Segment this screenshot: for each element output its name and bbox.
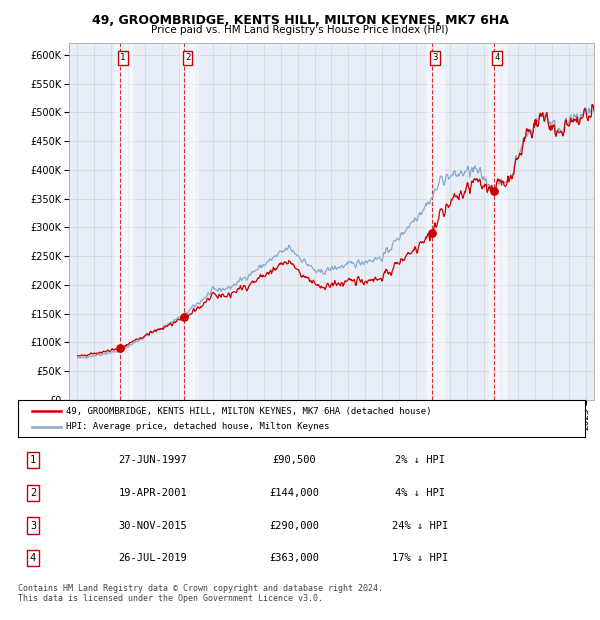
Text: Contains HM Land Registry data © Crown copyright and database right 2024.
This d: Contains HM Land Registry data © Crown c… <box>18 584 383 603</box>
Point <box>489 186 499 196</box>
Text: 3: 3 <box>432 53 437 62</box>
Text: 19-APR-2001: 19-APR-2001 <box>119 488 187 498</box>
Text: 4: 4 <box>494 53 500 62</box>
Text: 3: 3 <box>30 521 36 531</box>
Text: 30-NOV-2015: 30-NOV-2015 <box>119 521 187 531</box>
Text: 1: 1 <box>30 455 36 465</box>
Text: 2: 2 <box>30 488 36 498</box>
Text: £90,500: £90,500 <box>272 455 316 465</box>
Text: HPI: Average price, detached house, Milton Keynes: HPI: Average price, detached house, Milt… <box>66 422 329 431</box>
Point <box>427 228 436 238</box>
Text: Price paid vs. HM Land Registry's House Price Index (HPI): Price paid vs. HM Land Registry's House … <box>151 25 449 35</box>
Point <box>179 312 189 322</box>
Text: 2: 2 <box>185 53 190 62</box>
Bar <box>180 43 197 400</box>
Text: 27-JUN-1997: 27-JUN-1997 <box>119 455 187 465</box>
Point <box>115 343 124 353</box>
Text: 26-JUL-2019: 26-JUL-2019 <box>119 553 187 564</box>
Text: £144,000: £144,000 <box>269 488 319 498</box>
Text: £363,000: £363,000 <box>269 553 319 564</box>
Bar <box>115 43 133 400</box>
Bar <box>427 43 444 400</box>
Text: 49, GROOMBRIDGE, KENTS HILL, MILTON KEYNES, MK7 6HA (detached house): 49, GROOMBRIDGE, KENTS HILL, MILTON KEYN… <box>66 407 431 415</box>
Text: 1: 1 <box>121 53 126 62</box>
Text: 4: 4 <box>30 553 36 564</box>
Bar <box>490 43 506 400</box>
Text: 4% ↓ HPI: 4% ↓ HPI <box>395 488 445 498</box>
Text: 17% ↓ HPI: 17% ↓ HPI <box>392 553 448 564</box>
Text: 49, GROOMBRIDGE, KENTS HILL, MILTON KEYNES, MK7 6HA: 49, GROOMBRIDGE, KENTS HILL, MILTON KEYN… <box>92 14 508 27</box>
Text: 24% ↓ HPI: 24% ↓ HPI <box>392 521 448 531</box>
Text: £290,000: £290,000 <box>269 521 319 531</box>
Text: 2% ↓ HPI: 2% ↓ HPI <box>395 455 445 465</box>
